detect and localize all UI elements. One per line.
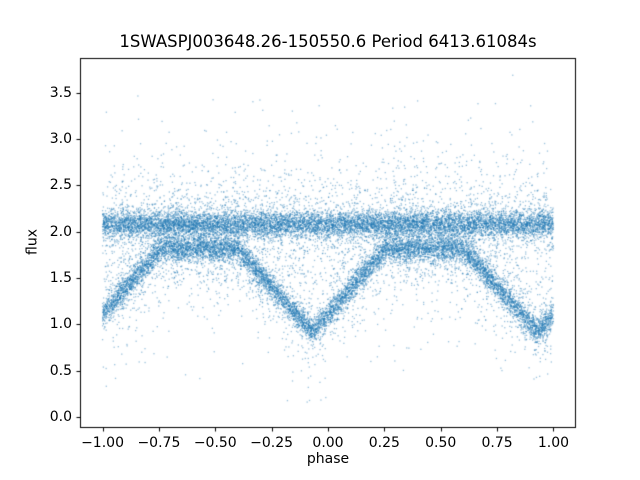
x-tick-label: 0.50 <box>425 435 457 451</box>
x-tick-label: −0.75 <box>137 435 181 451</box>
x-tick-label: 0.75 <box>481 435 513 451</box>
y-tick-label: 1.0 <box>49 316 72 333</box>
y-axis-title: flux <box>24 229 41 255</box>
y-tick-label: 2.0 <box>49 223 72 240</box>
plot-title: 1SWASPJ003648.26-150550.6 Period 6413.61… <box>119 32 537 51</box>
x-tick-label: 0.00 <box>312 435 344 451</box>
y-tick-label: 0.5 <box>49 362 72 379</box>
x-tick-label: 1.00 <box>537 435 570 451</box>
x-tick-label: −0.25 <box>250 435 294 451</box>
y-tick-label: 0.0 <box>49 409 72 425</box>
y-tick-label: 1.5 <box>49 270 72 287</box>
x-tick-label: −0.50 <box>193 435 237 451</box>
y-tick-label: 2.5 <box>49 177 72 194</box>
x-tick-label: −1.00 <box>81 435 124 451</box>
y-tick-label: 3.5 <box>49 84 72 101</box>
y-tick-label: 3.0 <box>49 131 72 148</box>
x-tick-label: 0.25 <box>368 435 400 451</box>
x-axis-title: phase <box>306 451 350 467</box>
